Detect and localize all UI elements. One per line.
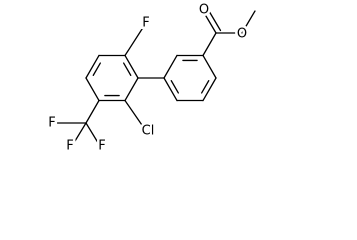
structure-diagram: F Cl F F F O O — [46, 0, 256, 154]
bond — [202, 77, 217, 102]
bond — [85, 54, 100, 79]
bond — [85, 99, 100, 124]
bond — [241, 10, 256, 34]
bond — [92, 62, 101, 77]
atom-labels: F Cl F F F O O — [46, 0, 250, 154]
atom-label: F — [98, 139, 105, 154]
atom-label: F — [48, 116, 55, 131]
bond — [124, 54, 139, 79]
bond — [71, 122, 87, 147]
bond — [124, 25, 145, 57]
bond — [206, 7, 222, 32]
atom-label: F — [66, 139, 73, 154]
bond — [163, 77, 178, 102]
bond — [170, 79, 179, 94]
bond — [202, 10, 217, 34]
atom-label: Cl — [142, 124, 155, 139]
bond — [85, 77, 100, 102]
bond — [123, 62, 132, 77]
bond — [163, 54, 178, 79]
bond — [201, 79, 210, 94]
bond — [85, 122, 101, 147]
atom-label: O — [237, 27, 247, 42]
bond — [202, 54, 217, 79]
atom-label: F — [142, 16, 149, 31]
atom-label: O — [199, 3, 209, 18]
bond — [124, 99, 145, 129]
bonds — [55, 7, 256, 147]
bond — [202, 32, 217, 57]
bond — [124, 77, 139, 102]
